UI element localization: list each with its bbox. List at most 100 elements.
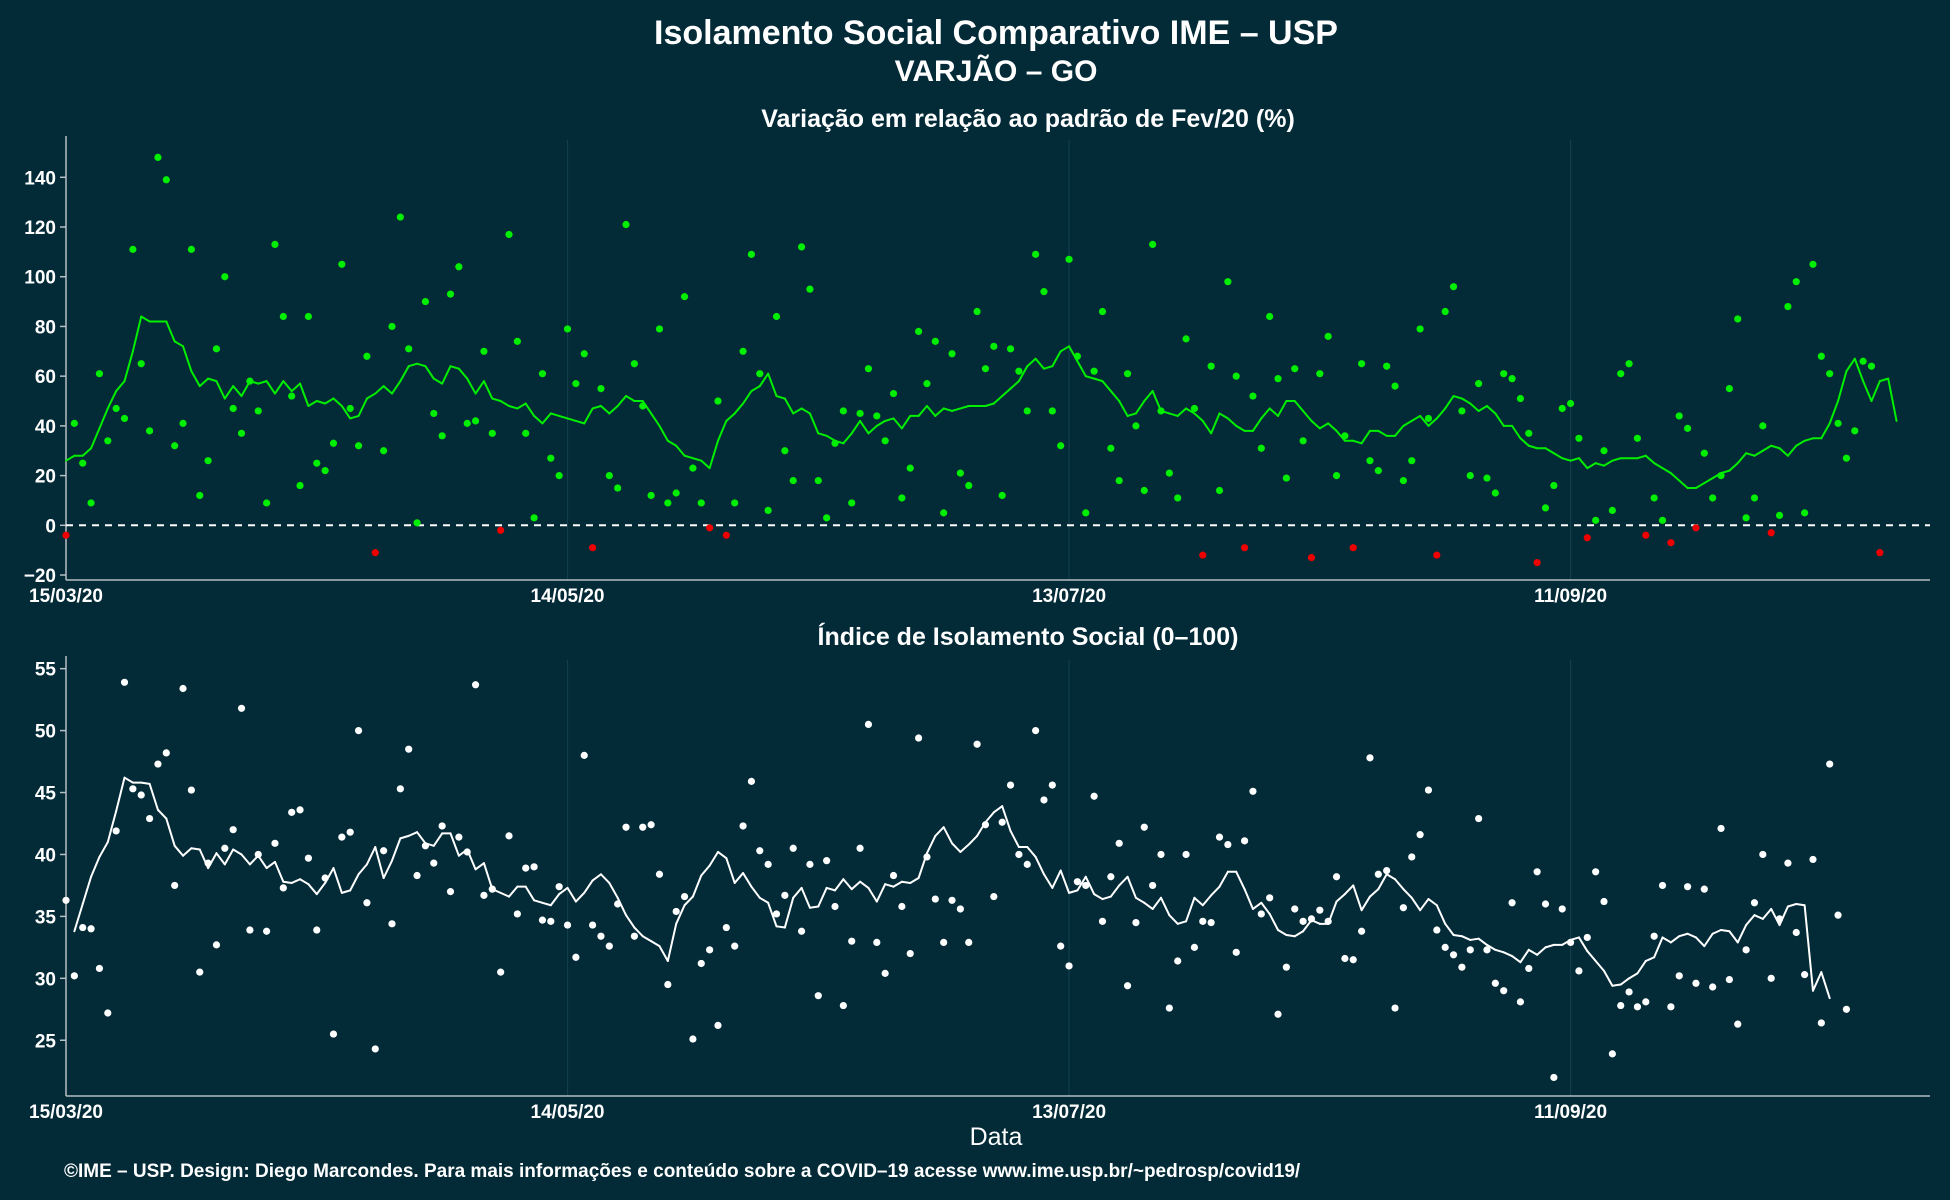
variation-data-point [864, 365, 873, 373]
variation-moving-average-segment [1845, 357, 1856, 373]
variation-moving-average-segment [432, 377, 444, 385]
index-moving-average-segment [992, 805, 1004, 814]
variation-moving-average-segment [884, 417, 895, 422]
variation-moving-average-segment [1452, 395, 1463, 400]
index-moving-average-segment [1770, 907, 1781, 927]
index-data-point [1550, 1073, 1558, 1082]
index-moving-average-segment [282, 880, 293, 884]
index-moving-average-segment [98, 841, 109, 858]
variation-moving-average-segment [457, 367, 469, 380]
index-moving-average-segment [332, 867, 343, 894]
variation-data-point [731, 499, 739, 507]
index-moving-average-segment [1143, 901, 1154, 910]
index-data-point [1801, 971, 1809, 979]
variation-moving-average-segment [140, 315, 151, 323]
x-axis-label: Data [970, 1123, 1023, 1151]
variation-data-point [580, 350, 588, 358]
index-data-point [237, 704, 246, 712]
index-data-point [1249, 787, 1257, 795]
index-moving-average-segment [541, 901, 552, 907]
variation-data-point [906, 464, 914, 472]
variation-moving-average-segment [1820, 422, 1831, 440]
index-moving-average-segment [449, 832, 460, 857]
variation-x-tick-label: 13/07/20 [1032, 586, 1106, 607]
variation-moving-average-segment [1352, 439, 1363, 445]
index-data-point [1098, 917, 1107, 925]
index-moving-average-segment [1068, 889, 1079, 894]
variation-data-point [513, 337, 521, 345]
index-data-point [864, 720, 873, 729]
variation-x-tick-label: 14/05/20 [531, 586, 605, 607]
index-data-point [1307, 915, 1316, 923]
variation-data-point [739, 347, 747, 355]
index-data-point [1675, 972, 1683, 980]
variation-moving-average-segment [574, 419, 586, 425]
variation-data-point [990, 342, 998, 350]
variation-data-point [647, 491, 655, 500]
index-moving-average-segment [1753, 914, 1764, 920]
index-moving-average-segment [357, 863, 368, 876]
index-moving-average-segment [1076, 875, 1087, 892]
variation-data-point [823, 514, 831, 522]
variation-data-point [1023, 407, 1031, 415]
variation-moving-average-segment [1544, 447, 1555, 455]
variation-data-point [1792, 278, 1800, 286]
index-moving-average-segment [1101, 895, 1112, 901]
variation-moving-average-segment [1009, 380, 1020, 390]
variation-moving-average-segment [1101, 380, 1112, 393]
variation-moving-average-segment [1419, 414, 1430, 427]
index-x-tick-label: 14/05/20 [531, 1102, 605, 1123]
index-moving-average-segment [1686, 932, 1697, 939]
index-data-point [304, 854, 313, 862]
variation-moving-average-segment [666, 439, 678, 447]
index-data-point [747, 777, 756, 785]
index-data-point [1558, 905, 1566, 913]
variation-data-point [1583, 534, 1591, 542]
index-moving-average-segment [817, 886, 828, 908]
index-data-point [706, 946, 714, 954]
index-moving-average-segment [925, 834, 937, 855]
index-data-point [1817, 1019, 1825, 1027]
index-moving-average-segment [73, 903, 84, 933]
variation-data-point [221, 273, 229, 281]
variation-data-point [1215, 486, 1224, 495]
variation-moving-average-segment [817, 432, 828, 437]
index-data-point [772, 910, 781, 918]
variation-moving-average-segment [925, 404, 937, 417]
variation-moving-average-segment [616, 395, 628, 407]
variation-data-point [1842, 454, 1851, 462]
index-data-point [1533, 868, 1541, 876]
variation-moving-average-segment [1427, 417, 1438, 427]
variation-data-point [605, 471, 613, 480]
index-data-point [1291, 905, 1299, 913]
variation-data-point [1358, 360, 1366, 368]
variation-data-point [1550, 481, 1558, 490]
index-moving-average-segment [1485, 943, 1497, 951]
index-moving-average-segment [700, 864, 711, 877]
variation-moving-average-segment [1327, 422, 1338, 432]
variation-data-point [354, 442, 363, 450]
index-data-point [1775, 915, 1784, 923]
index-moving-average-segment [173, 844, 185, 857]
index-moving-average-segment [1151, 896, 1162, 910]
index-moving-average-segment [374, 846, 385, 879]
index-moving-average-segment [1745, 914, 1756, 927]
index-data-point [1617, 1001, 1625, 1010]
index-moving-average-segment [1678, 932, 1689, 938]
index-moving-average-segment [165, 817, 176, 847]
variation-data-point [1826, 370, 1834, 378]
variation-moving-average-segment [1527, 444, 1539, 450]
variation-moving-average-segment [1552, 452, 1564, 460]
index-data-point [279, 884, 287, 892]
variation-moving-average-segment [482, 380, 494, 400]
variation-moving-average-segment [1051, 350, 1062, 368]
variation-moving-average-segment [733, 402, 745, 415]
index-x-tick-label: 15/03/20 [29, 1102, 103, 1123]
index-data-point [162, 749, 170, 757]
variation-data-point [555, 471, 563, 480]
index-data-point [1358, 927, 1366, 935]
variation-moving-average-segment [541, 412, 552, 425]
variation-data-point [1784, 302, 1792, 311]
variation-data-point [1575, 434, 1583, 442]
variation-moving-average-segment [1377, 429, 1388, 437]
